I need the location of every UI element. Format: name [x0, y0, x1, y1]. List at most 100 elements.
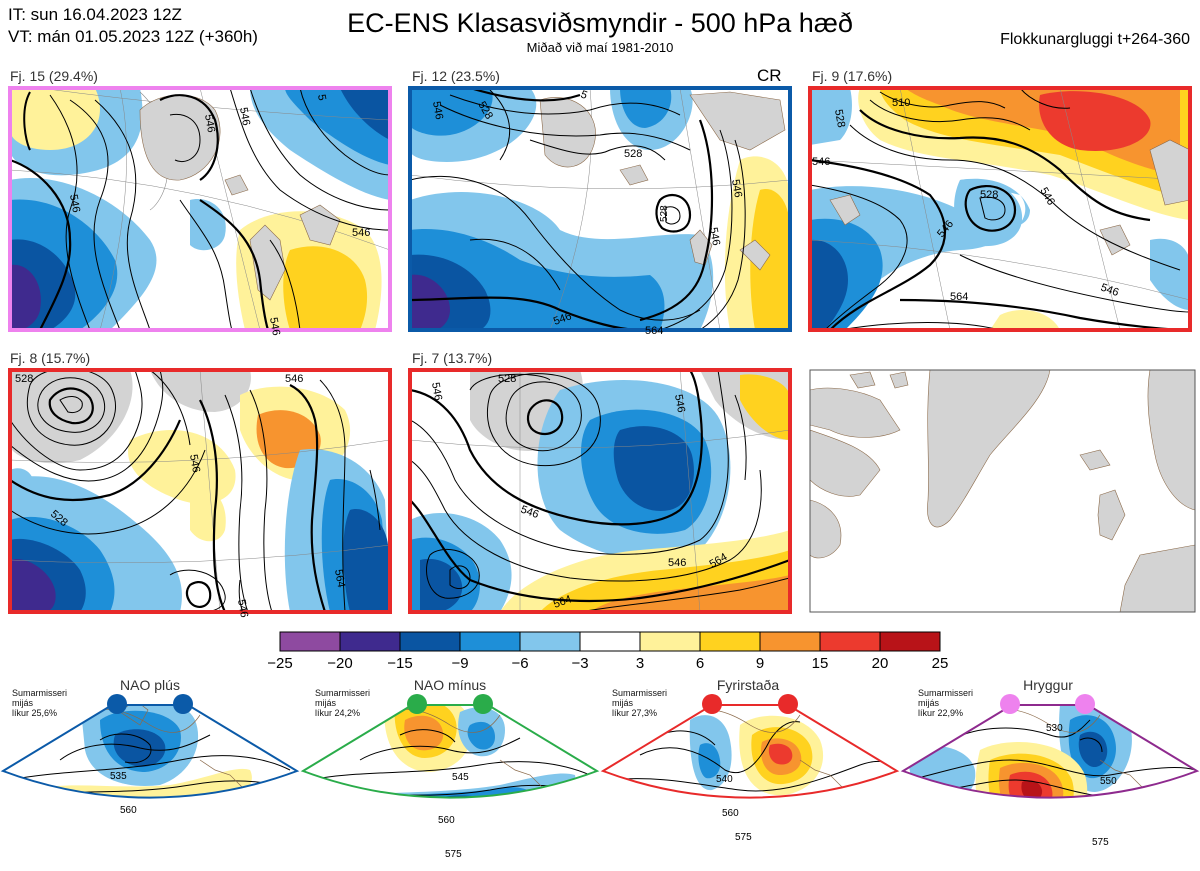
p1-contour-label: 546: [67, 193, 82, 213]
page-title: EC-ENS Klasasviðsmyndir - 500 hPa hæð: [347, 8, 853, 38]
p2-contour-label: 546: [552, 310, 573, 328]
regime-2-info: Sumarmisseri mijás líkur 24,2%: [315, 688, 371, 718]
p4-contour-label: 546: [285, 373, 303, 385]
colorbar-tick-label: 3: [635, 655, 645, 672]
p3-contour-label: 546: [812, 156, 830, 168]
panel-3-map: [810, 88, 1190, 330]
colorbar-tick-label: −15: [387, 655, 413, 672]
regime-3-contour: 560: [722, 808, 739, 819]
regime-1-contour: 560: [120, 805, 137, 816]
regime-4-info: Sumarmisseri mijás líkur 22,9%: [918, 688, 974, 718]
panel-4-frame: [8, 368, 392, 614]
p5-contour-label: 528: [498, 373, 516, 385]
p2-contour-label: 5: [579, 89, 589, 102]
panel-3-frame: [808, 86, 1192, 332]
panel-4-label: Fj. 8 (15.7%): [10, 350, 91, 366]
colorbar-swatch: [459, 631, 521, 652]
panel-1-frame: [8, 86, 392, 332]
p2-contour-label: 546: [430, 100, 445, 120]
p3-contour-label: 564: [950, 291, 968, 303]
p4-contour-label: 546: [235, 598, 250, 618]
reference-map-frame: [809, 369, 1196, 613]
p5-contour-label: 546: [668, 557, 686, 569]
classification-window: Flokkunargluggi t+264-360: [1000, 31, 1190, 48]
panel-4-map: [10, 370, 390, 612]
colorbar-tick-label: −6: [511, 655, 529, 672]
colorbar-swatch: [879, 631, 941, 652]
panel-1-label: Fj. 15 (29.4%): [10, 68, 98, 84]
colorbar: [279, 631, 941, 652]
p1-contour-label: 546: [237, 106, 252, 126]
regime-2-dot-right: [473, 694, 493, 714]
p3-contour-label: 528: [980, 189, 998, 201]
header-times: IT: sun 16.04.2023 12Z VT: mán 01.05.202…: [8, 4, 258, 48]
regime-1-title: NAO plús: [120, 677, 180, 693]
colorbar-tick-label: 25: [931, 655, 949, 672]
colorbar-tick-label: 6: [695, 655, 705, 672]
regime-2-dot-left: [407, 694, 427, 714]
panel-5-frame: [408, 368, 792, 614]
colorbar-swatch: [759, 631, 821, 652]
regime-1-frame: [0, 704, 300, 799]
p4-contour-label: 546: [187, 453, 202, 473]
regime-4-contour: 530: [1046, 723, 1063, 734]
p4-contour-label: 564: [332, 568, 347, 588]
colorbar-tick-label: 9: [755, 655, 765, 672]
panel-2-frame: [408, 86, 792, 332]
p5-contour-label: 546: [519, 504, 540, 522]
panel-5-label: Fj. 7 (13.7%): [412, 350, 493, 366]
regime-4-contour: 550: [1100, 776, 1117, 787]
p1-contour-label: 546: [352, 227, 370, 239]
colorbar-swatch: [639, 631, 701, 652]
colorbar-swatch: [279, 631, 341, 652]
regime-2-contour: 575: [445, 849, 462, 860]
panel-1-map: [10, 88, 390, 330]
panel-3-label: Fj. 9 (17.6%): [812, 68, 893, 84]
p4-contour-label: 528: [15, 373, 33, 385]
regime-4-frame: [900, 704, 1200, 799]
regime-4-title: Hryggur: [1023, 677, 1073, 693]
p3-contour-label: 528: [832, 108, 847, 128]
valid-time: VT: mán 01.05.2023 12Z (+360h): [8, 27, 258, 46]
panel-5-map: [410, 370, 790, 612]
p2-contour-label: 546: [729, 178, 744, 198]
colorbar-swatch: [399, 631, 461, 652]
p5-contour-label: 564: [552, 593, 573, 611]
regime-3-frame: [600, 704, 900, 799]
colorbar-tick-label: 20: [871, 655, 889, 672]
regime-1-dot-right: [173, 694, 193, 714]
colorbar-tick-label: −20: [327, 655, 353, 672]
regime-3-contour: 540: [716, 774, 733, 785]
p1-contour-label: 546: [267, 316, 282, 336]
page-subtitle: Miðað við maí 1981-2010: [526, 40, 674, 55]
colorbar-tick-label: −25: [267, 655, 293, 672]
regime-2-frame: [300, 704, 600, 799]
regime-4-dot-left: [1000, 694, 1020, 714]
regime-1-dot-left: [107, 694, 127, 714]
colorbar-swatch: [339, 631, 401, 652]
p2-contour-label: 564: [645, 325, 663, 337]
colorbar-tick-label: −3: [571, 655, 589, 672]
regime-4-contour: 575: [1092, 837, 1109, 848]
colorbar-swatch: [699, 631, 761, 652]
regime-3-contour: 575: [735, 832, 752, 843]
colorbar-swatch: [819, 631, 881, 652]
regime-3-map: [603, 705, 897, 798]
regime-3-dot-right: [778, 694, 798, 714]
panel-2-label: Fj. 12 (23.5%): [412, 68, 500, 84]
regime-4-dot-right: [1075, 694, 1095, 714]
regime-1-info: Sumarmisseri mijás líkur 25,6%: [12, 688, 68, 718]
p3-contour-label: 510: [892, 97, 910, 109]
panel-2-flag: CR: [757, 66, 782, 85]
regime-1-contour: 535: [110, 771, 127, 782]
regime-2-title: NAO mínus: [413, 677, 487, 693]
p2-contour-label: 528: [624, 148, 642, 160]
regime-2-contour: 560: [438, 815, 455, 826]
colorbar-tick-label: 15: [811, 655, 829, 672]
init-time: IT: sun 16.04.2023 12Z: [8, 5, 182, 24]
p1-contour-label: 546: [202, 113, 217, 133]
p5-contour-label: 546: [672, 393, 687, 413]
colorbar-swatch: [579, 631, 641, 652]
panel-2-map: [410, 88, 790, 330]
